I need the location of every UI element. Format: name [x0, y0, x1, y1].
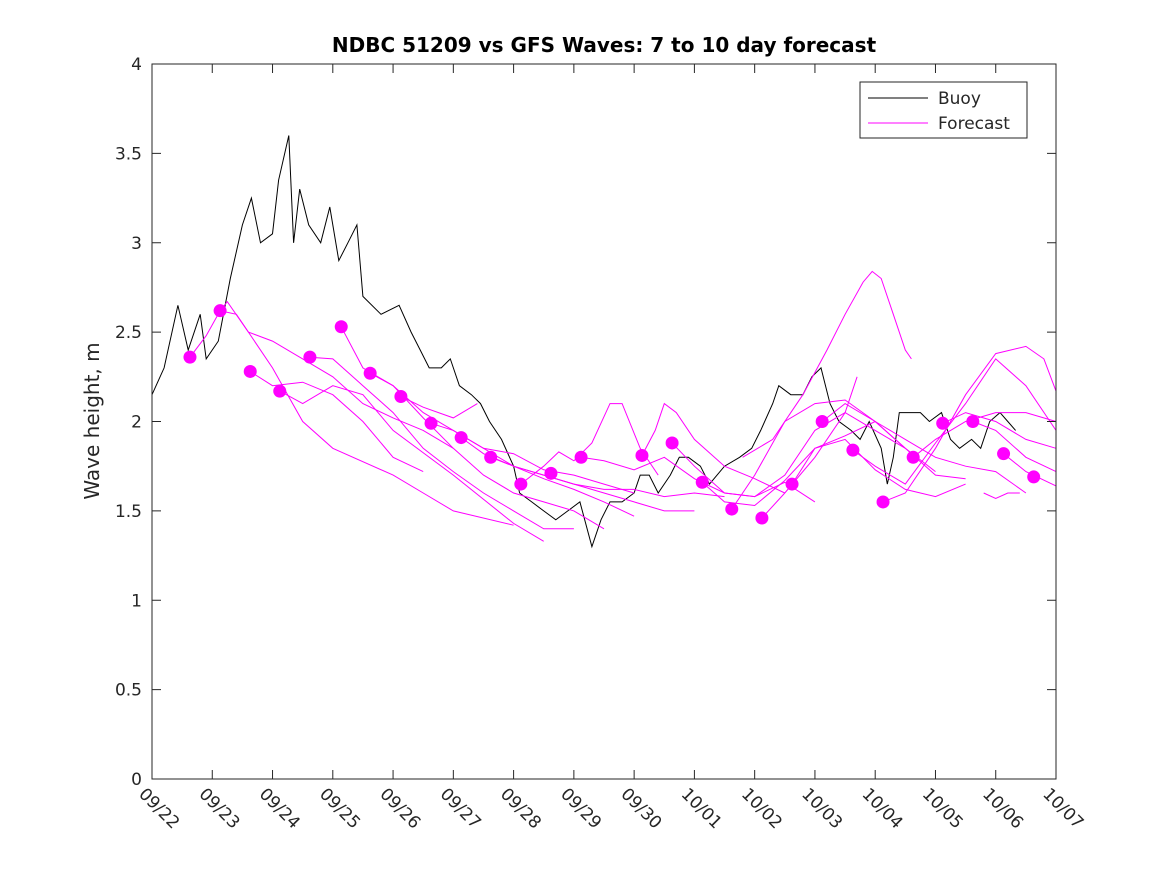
forecast-point-12 [544, 466, 558, 480]
forecast-point-3 [273, 384, 287, 398]
forecast-point-20 [815, 415, 829, 428]
forecast-point-17 [725, 502, 739, 516]
forecast-point-24 [936, 416, 950, 430]
forecast-line-6 [340, 326, 605, 530]
forecast-line-22 [852, 358, 1057, 485]
forecast-point-9 [454, 431, 468, 445]
forecast-line-20 [791, 438, 966, 498]
forecast-point-25 [966, 415, 980, 428]
forecast-line-19 [742, 270, 912, 458]
chart-title: NDBC 51209 vs GFS Waves: 7 to 10 day for… [332, 33, 877, 57]
forecast-point-15 [665, 436, 679, 450]
forecast-line-17 [731, 399, 966, 510]
forecast-line-15 [671, 412, 906, 498]
forecast-line-4 [279, 385, 544, 542]
forecast-point-23 [906, 450, 920, 464]
y-tick-label: 4 [131, 55, 142, 75]
forecast-point-11 [514, 477, 528, 491]
forecast-point-10 [484, 450, 498, 464]
forecast-point-16 [695, 475, 709, 489]
forecast-line-21 [821, 402, 1027, 494]
forecast-point-4 [303, 350, 317, 364]
forecast-line-0 [189, 310, 221, 358]
forecast-line-5 [309, 356, 574, 530]
forecast-point-27 [1027, 470, 1041, 484]
y-tick-label: 3.5 [115, 144, 142, 164]
forecast-line-11 [490, 456, 725, 498]
legend-buoy-label: Buoy [938, 89, 981, 109]
forecast-point-14 [635, 448, 649, 462]
forecast-point-21 [846, 443, 860, 457]
forecast-point-26 [997, 447, 1011, 461]
forecast-line-27 [1003, 453, 1057, 487]
y-tick-label: 2 [131, 413, 142, 433]
y-tick-label: 0 [131, 770, 142, 790]
forecast-line-18 [761, 376, 858, 519]
forecast-line-25 [942, 412, 1057, 449]
forecast-point-5 [334, 320, 348, 334]
forecast-line-26 [972, 421, 1057, 473]
y-tick-label: 1.5 [115, 502, 142, 522]
forecast-line-3 [249, 371, 424, 473]
forecast-point-22 [876, 495, 890, 509]
forecast-point-19 [785, 477, 799, 491]
plot-series [151, 135, 1057, 549]
forecast-line-8 [400, 396, 478, 419]
forecast-point-13 [574, 450, 588, 464]
forecast-line-14 [641, 402, 786, 494]
forecast-point-8 [424, 416, 438, 430]
legend-forecast-label: Forecast [938, 114, 1010, 134]
forecast-line-2 [219, 310, 514, 526]
forecast-line-28 [983, 492, 1020, 499]
forecast-point-0 [183, 350, 197, 364]
forecast-line-12 [520, 403, 659, 485]
forecast-line-23 [882, 345, 1057, 503]
y-tick-label: 3 [131, 234, 142, 254]
forecast-point-6 [363, 366, 377, 380]
y-axis-label: Wave height, m [80, 342, 104, 499]
forecast-point-2 [243, 364, 257, 378]
y-tick-label: 0.5 [115, 681, 142, 701]
y-tick-label: 2.5 [115, 323, 142, 343]
y-tick-label: 1 [131, 591, 142, 611]
forecast-point-7 [394, 389, 408, 403]
forecast-point-1 [213, 304, 227, 318]
forecast-line-7 [369, 372, 635, 517]
legend: Buoy Forecast [859, 81, 1028, 139]
forecast-point-18 [755, 511, 769, 525]
y-axis: 0 0.5 1 1.5 2 2.5 3 3.5 4 [115, 55, 1056, 790]
legend-box [859, 81, 1028, 139]
buoy-line [151, 135, 1016, 549]
forecast-line-13 [581, 456, 816, 503]
